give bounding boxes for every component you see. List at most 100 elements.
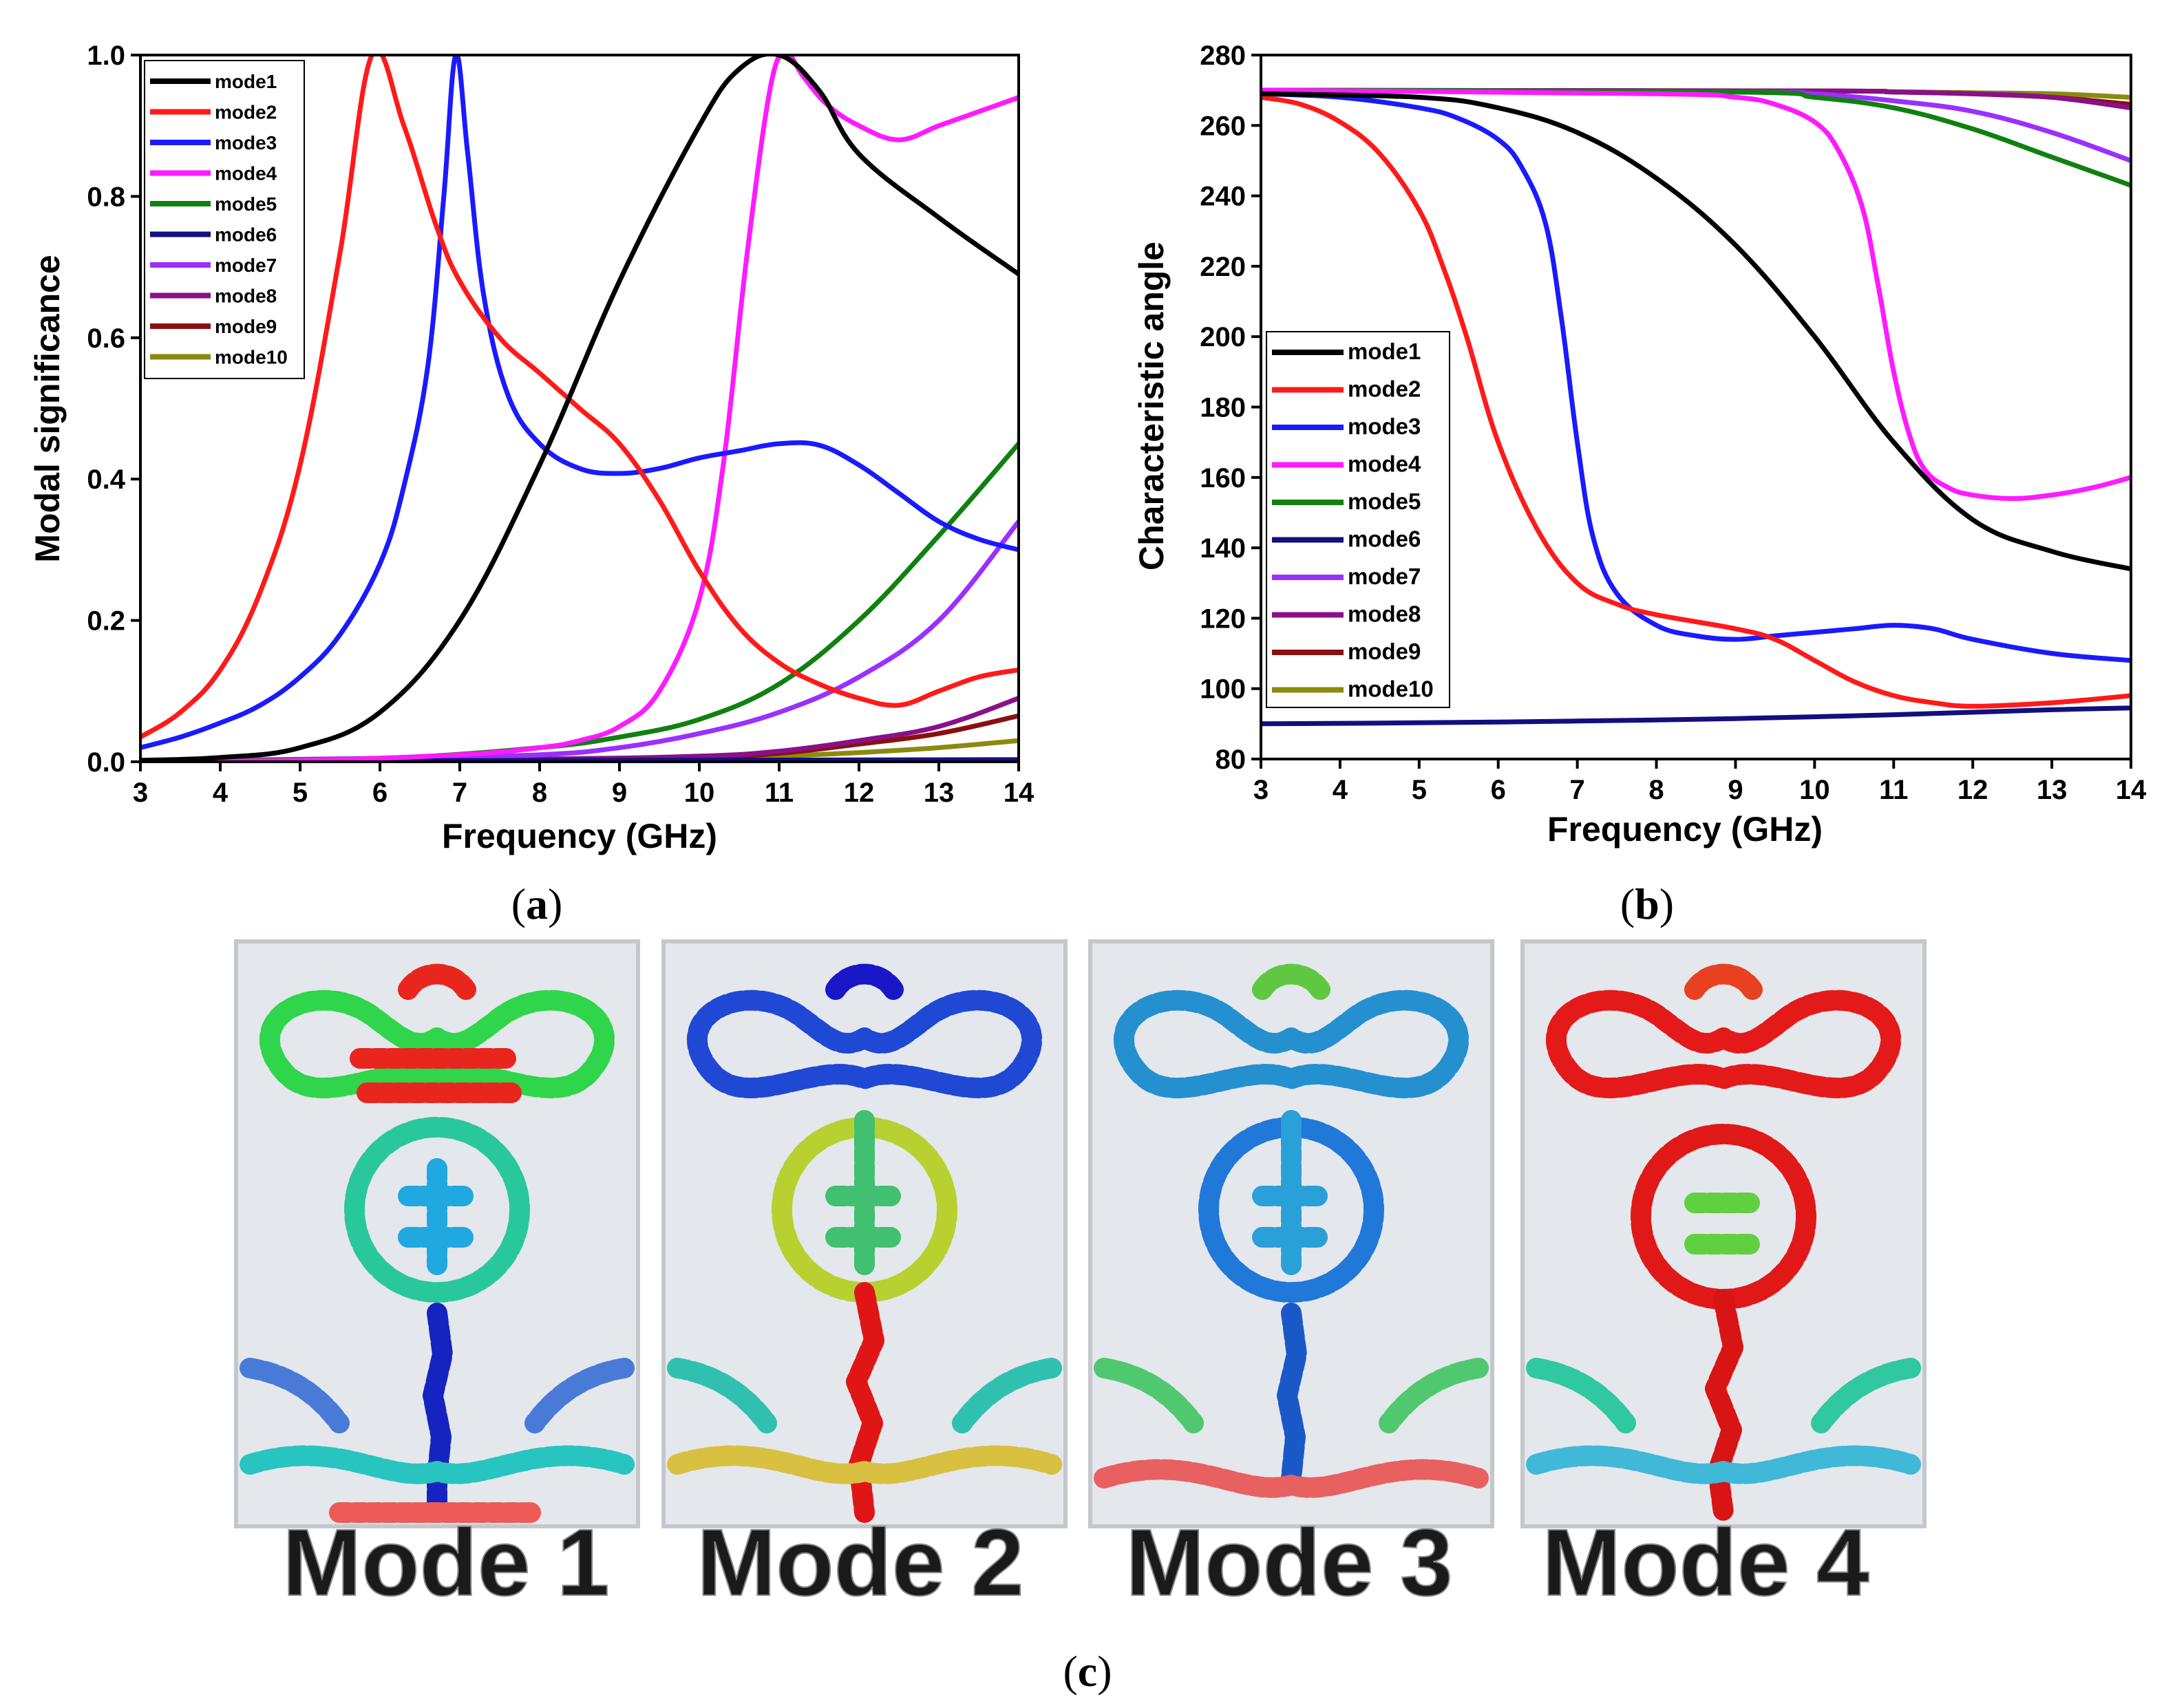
chart-b-legend-label-mode3: mode3 <box>1348 414 1421 439</box>
caption-b: (b) <box>1620 879 1674 928</box>
chart-a-ytick-label: 1.0 <box>87 41 125 71</box>
chart-b-ytick-label: 120 <box>1200 604 1246 634</box>
chart-b-legend-label-mode2: mode2 <box>1348 376 1421 402</box>
chart-b-xtick-label: 5 <box>1412 775 1427 805</box>
chart-a-series-mode2 <box>140 55 1019 740</box>
chart-a-xtick-label: 13 <box>924 778 955 808</box>
mode-3-top-crown <box>1252 963 1330 1000</box>
chart-a-xlabel: Frequency (GHz) <box>442 817 717 855</box>
mode-3-ground-arc <box>1094 1459 1489 1498</box>
chart-b-xtick-label: 10 <box>1799 775 1830 805</box>
chart-a-xtick-label: 4 <box>213 778 229 808</box>
chart-b-series-mode6 <box>1261 705 2131 727</box>
mode-3-side-left <box>1094 1358 1204 1433</box>
chart-b-xtick-label: 3 <box>1253 775 1269 805</box>
chart-b-ytick-label: 200 <box>1200 322 1246 352</box>
chart-b-ytick-label: 160 <box>1200 463 1246 493</box>
mode-3-inner <box>1252 1110 1328 1275</box>
chart-a-axes <box>139 54 1020 763</box>
chart-b-series-mode7 <box>1261 87 2131 163</box>
chart-a-legend-label-mode2: mode2 <box>215 102 277 123</box>
chart-b-xlabel: Frequency (GHz) <box>1547 810 1823 848</box>
mode-2-top-petals <box>686 990 1043 1098</box>
chart-a-xtick-label: 10 <box>684 778 715 808</box>
caption-c: (c) <box>1063 1647 1112 1696</box>
mode-1-ring <box>344 1117 530 1303</box>
chart-b-xtick-label: 11 <box>1879 775 1908 805</box>
chart-b-xtick-label: 12 <box>1958 775 1988 805</box>
mode-2-side-right <box>952 1358 1062 1433</box>
chart-a-legend-label-mode1: mode1 <box>215 71 277 92</box>
chart-a-xtick-label: 8 <box>532 778 547 808</box>
chart-b-series <box>1261 87 2131 727</box>
mode-4-current-plot <box>1520 939 1927 1528</box>
chart-a-ytick-label: 0.8 <box>87 182 125 212</box>
chart-a-ticks: 3 4 5 6 7 8 9 10 11 12 13 14 0.0 0.2 0.4 0.6 0.8 1.0 <box>87 41 1035 808</box>
mode-2-frame <box>661 939 1068 1528</box>
mode-2-side-left <box>667 1358 777 1433</box>
mode-2-ground-arc <box>667 1445 1062 1484</box>
chart-b-ytick-label: 260 <box>1200 111 1246 141</box>
mode-1-top-petals <box>259 990 615 1098</box>
chart-b-legend-box <box>1266 331 1450 708</box>
chart-b-legend-label-mode6: mode6 <box>1348 526 1421 552</box>
chart-a-xtick-label: 5 <box>293 778 308 808</box>
chart-a-legend-label-mode9: mode9 <box>215 316 277 337</box>
mode-4-side-right <box>1811 1358 1921 1433</box>
chart-b-ylabel: Characteristic angle <box>1132 242 1171 570</box>
mode-4-inner <box>1684 1193 1760 1255</box>
mode-2-inner <box>825 1110 901 1275</box>
chart-b: 3 4 5 6 7 8 9 10 11 12 13 14 80 100 120 140 160 180 200 220… <box>1132 41 2147 928</box>
mode-1-label: Mode 1 <box>282 1510 609 1616</box>
chart-a-ylabel: Modal significance <box>28 255 67 562</box>
chart-a-legend-label-mode5: mode5 <box>215 193 277 215</box>
mode-1-side-right <box>524 1358 635 1433</box>
chart-b-ytick-label: 100 <box>1200 674 1246 705</box>
mode-4-label: Mode 4 <box>1542 1510 1869 1616</box>
mode-3-label: Mode 3 <box>1125 1510 1452 1616</box>
chart-a-legend: mode1 mode2 mode3 mode4 mode5 mode6 mode7 mode8… <box>144 60 305 379</box>
mode-3-top-petals <box>1113 990 1470 1098</box>
chart-a-series-mode5 <box>140 441 1019 762</box>
chart-b-legend-label-mode7: mode7 <box>1348 564 1421 589</box>
chart-a-xtick-label: 11 <box>765 778 794 808</box>
mode-4-top-petals <box>1545 990 1902 1098</box>
chart-a-ytick-label: 0.2 <box>87 606 125 637</box>
mode-1-ground-arc <box>240 1445 635 1484</box>
mode-3-frame <box>1088 939 1494 1528</box>
chart-a-legend-label-mode8: mode8 <box>215 286 277 307</box>
mode-1-inner <box>398 1158 474 1275</box>
chart-a-legend-label-mode7: mode7 <box>215 255 277 276</box>
chart-a: 3 4 5 6 7 8 9 10 11 12 13 14 0.0 0.2 0.4 0.6 0.8 1.0 Freq… <box>28 41 1035 928</box>
chart-b-legend: mode1 mode2 mode3 mode4 mode5 mode6 mode7 mode8… <box>1266 331 1450 708</box>
chart-b-ytick-label: 140 <box>1200 533 1246 564</box>
chart-b-legend-label-mode10: mode10 <box>1348 676 1434 702</box>
chart-b-legend-label-mode1: mode1 <box>1348 339 1421 364</box>
mode-3-stem <box>1277 1303 1307 1488</box>
chart-b-xtick-label: 6 <box>1491 775 1506 805</box>
chart-a-xtick-label: 9 <box>612 778 627 808</box>
mode-4-side-left <box>1526 1358 1636 1433</box>
chart-b-ticks: 3 4 5 6 7 8 9 10 11 12 13 14 80 100 120 140 160 180 200 220… <box>1200 41 2147 805</box>
chart-a-xtick-label: 3 <box>133 778 148 808</box>
chart-a-series-mode3 <box>140 55 1019 750</box>
mode-1-top-crown <box>350 963 522 1103</box>
chart-b-series-mode3 <box>1261 91 2131 663</box>
current-distribution-panel: Mode 1 Mode 2 Mode 3 <box>234 939 1927 1696</box>
chart-a-series-mode4 <box>140 55 1019 762</box>
chart-b-legend-label-mode9: mode9 <box>1348 639 1421 664</box>
chart-a-ytick-label: 0.4 <box>87 465 125 495</box>
chart-b-ytick-label: 220 <box>1200 252 1246 282</box>
mode-2-label: Mode 2 <box>697 1510 1023 1616</box>
chart-b-series-mode4 <box>1261 87 2131 501</box>
chart-b-legend-label-mode4: mode4 <box>1348 451 1421 477</box>
chart-b-ytick-label: 80 <box>1216 745 1246 775</box>
mode-4-frame <box>1520 939 1927 1528</box>
chart-a-ytick-label: 0.0 <box>87 747 125 778</box>
chart-b-xtick-label: 8 <box>1648 775 1664 805</box>
mode-4-top-crown <box>1684 963 1763 1000</box>
chart-a-series-mode1 <box>140 55 1019 762</box>
mode-1-current-plot <box>234 939 640 1528</box>
chart-b-series-mode2 <box>1261 94 2131 709</box>
mode-3-current-plot <box>1088 939 1494 1528</box>
